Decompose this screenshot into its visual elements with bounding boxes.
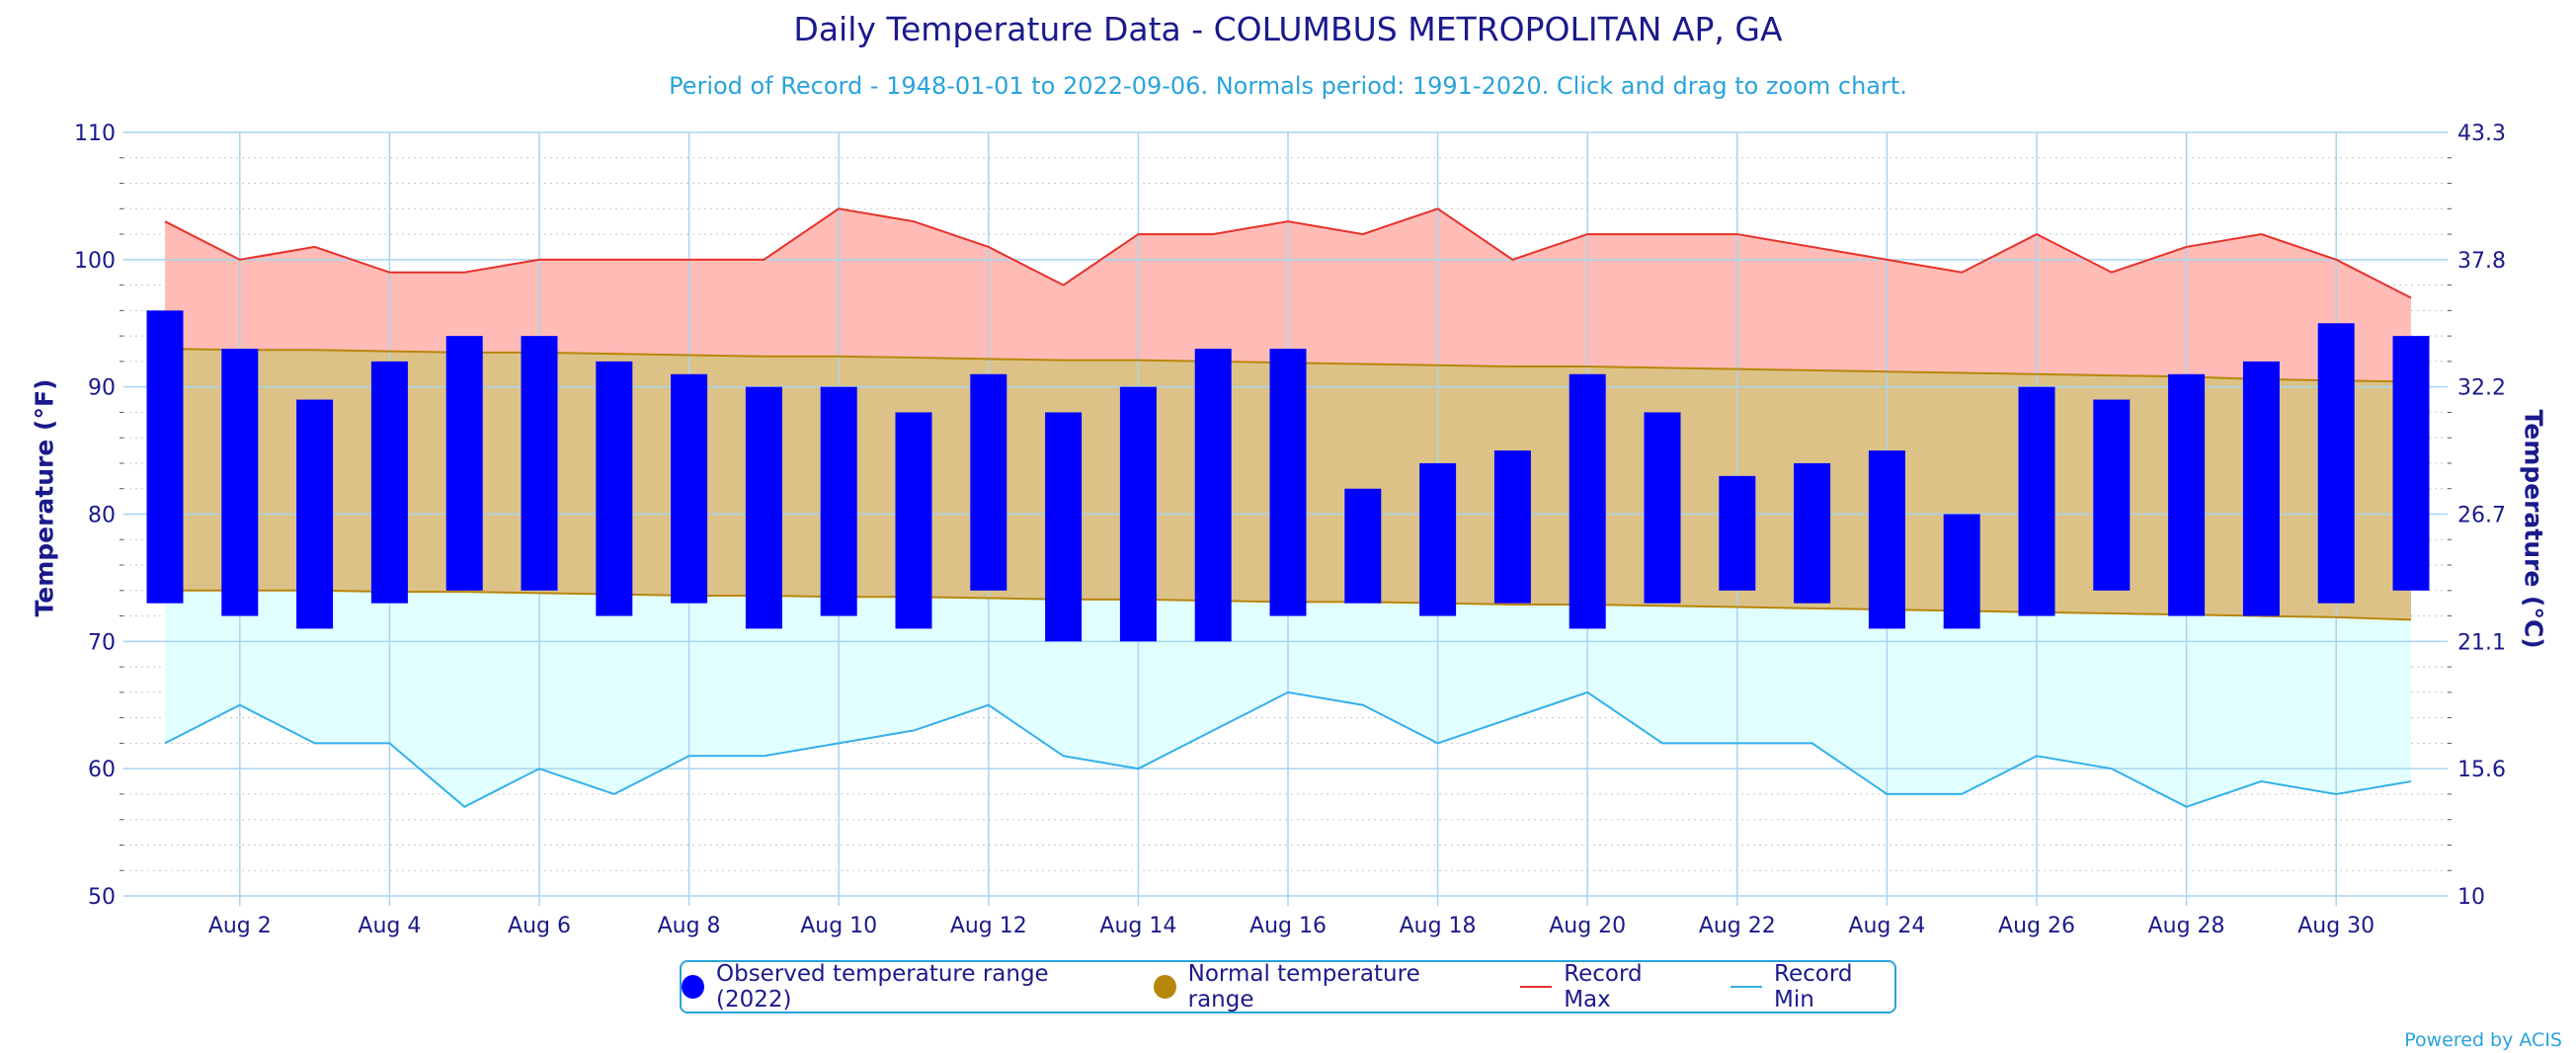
y-tick-label-right: 26.7 [2457,504,2506,528]
y-tick-label-left: 80 [88,504,116,528]
observed-range-bar [2168,373,2206,616]
y-tick-label-left: 110 [74,122,116,146]
y-tick-label-left: 70 [88,630,116,655]
observed-range-bar [221,349,259,616]
observed-range-bar [1119,386,1157,642]
observed-range-bar [445,336,483,591]
x-tick-label: Aug 26 [1998,914,2075,938]
observed-range-bar [1868,450,1905,629]
observed-range-bar [2392,336,2430,591]
observed-range-bar [1194,349,1232,642]
y-axis-title-right: Temperature (°C) [2519,409,2548,649]
record-max-line [164,207,2412,299]
observed-range-bar [1719,475,1756,591]
observed-range-bar [1569,373,1606,629]
y-axis-title-left: Temperature (°F) [30,378,59,617]
y-tick-label-left: 100 [74,249,116,274]
chart-legend: Observed temperature range (2022) Normal… [680,960,1896,1013]
legend-item-record-max[interactable]: Record Max [1519,961,1691,1012]
observed-range-bar [745,386,782,629]
observed-range-bar [820,386,857,616]
observed-range-bar [671,373,708,604]
y-tick-label-right: 37.8 [2457,249,2506,274]
observed-range-bar [596,361,633,616]
x-tick-label: Aug 24 [1848,914,1925,938]
x-tick-label: Aug 8 [658,914,721,938]
normal-dot-icon [1153,975,1176,999]
x-tick-label: Aug 20 [1549,914,1626,938]
observed-range-bar [370,361,408,604]
observed-range-bar [2093,399,2131,591]
record-max-line-icon [1519,986,1553,988]
record-min-line-icon [1730,986,1763,988]
x-tick-label: Aug 2 [208,914,272,938]
legend-label-record-min: Record Min [1774,961,1853,1012]
x-tick-label: Aug 18 [1400,914,1477,938]
x-tick-label: Aug 28 [2148,914,2225,938]
observed-range-bar [895,412,932,629]
observed-range-bar [2242,361,2280,616]
chart-subtitle: Period of Record - 1948-01-01 to 2022-09… [669,72,1907,100]
legend-item-normal[interactable]: Normal temperature range [1153,961,1481,1012]
observed-range-bar [1493,450,1531,604]
observed-dot-icon [682,975,704,999]
y-tick-label-left: 90 [88,376,116,401]
x-tick-label: Aug 22 [1699,914,1776,938]
x-tick-label: Aug 30 [2297,914,2375,938]
x-tick-label: Aug 16 [1249,914,1327,938]
observed-range-bar [146,310,184,604]
y-tick-label-right: 32.2 [2457,376,2506,401]
observed-range-bar [2018,386,2055,616]
observed-range-bar [1419,462,1457,616]
y-tick-label-right: 21.1 [2457,630,2506,655]
x-tick-label: Aug 12 [950,914,1027,938]
record-min-line [164,690,2412,809]
observed-range-bar [1344,488,1382,604]
observed-range-bar [1269,349,1307,616]
y-tick-label-right: 15.6 [2457,758,2506,782]
x-tick-label: Aug 14 [1099,914,1176,938]
observed-range-bar [970,373,1007,591]
observed-range-bar [1045,412,1083,642]
record-min-band [165,590,2411,807]
observed-range-bar [521,336,558,591]
observed-range-bar [296,399,334,629]
powered-by-credit[interactable]: Powered by ACIS [2404,1029,2562,1051]
observed-range-bar [1943,514,1980,629]
observed-range-bar [1644,412,1681,604]
y-tick-label-left: 50 [88,885,116,910]
legend-label-normal: Normal temperature range [1187,961,1420,1012]
y-tick-label-right: 43.3 [2457,122,2506,146]
legend-item-record-min[interactable]: Record Min [1730,961,1894,1012]
y-tick-label-right: 10 [2457,885,2485,910]
chart-title: Daily Temperature Data - COLUMBUS METROP… [793,10,1783,48]
y-tick-label-left: 60 [88,758,116,782]
observed-range-bar [1794,462,1831,604]
x-tick-label: Aug 6 [508,914,571,938]
observed-range-bar [2317,323,2355,604]
legend-label-observed: Observed temperature range (2022) [715,961,1049,1012]
x-tick-label: Aug 4 [358,914,421,938]
legend-label-record-max: Record Max [1564,961,1643,1012]
x-tick-label: Aug 10 [800,914,877,938]
legend-item-observed[interactable]: Observed temperature range (2022) [682,961,1114,1012]
